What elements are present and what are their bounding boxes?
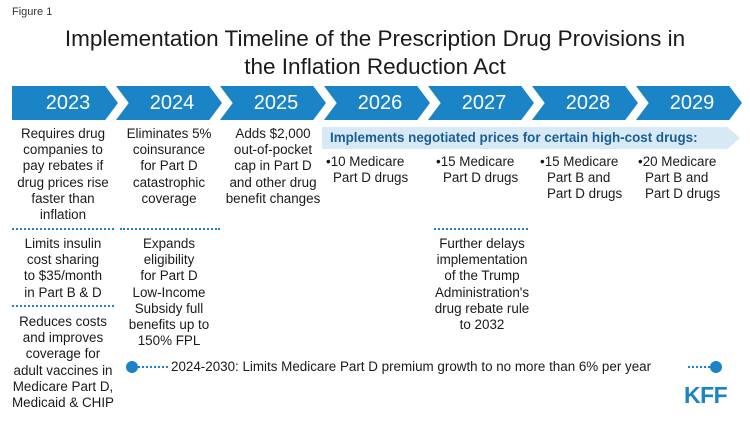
title-line-2: the Inflation Reduction Act (244, 54, 506, 79)
separator-2023-a (12, 228, 114, 230)
premium-growth-text: 2024-2030: Limits Medicare Part D premiu… (171, 359, 652, 374)
provision-2025-cap: Adds $2,000 out-of-pocket cap in Part D … (225, 126, 321, 206)
figure-label: Figure 1 (12, 6, 53, 18)
timeline-line-right (688, 366, 710, 368)
diagram-title: Implementation Timeline of the Prescript… (20, 25, 730, 81)
year-chevron-2028: 2028 (532, 86, 638, 120)
provision-2029-drugs: •20 Medicare Part B and Part D drugs (638, 154, 721, 202)
negotiated-prices-banner-text: Implements negotiated prices for certain… (330, 130, 698, 145)
provision-2023-rebates: Requires drug companies to pay rebates i… (17, 126, 109, 223)
provision-2027-drugs: •15 Medicare Part D drugs (436, 154, 519, 186)
kff-logo: KFF (684, 382, 728, 408)
timeline-start-dot (126, 361, 138, 373)
negotiated-prices-banner (322, 127, 740, 149)
provision-2024-lis: Expands eligibility for Part D Low-Incom… (128, 236, 210, 349)
provision-2027-rebate-rule: Further delays implementation of the Tru… (434, 236, 530, 333)
provision-2023-insulin: Limits insulin cost sharing to $35/month… (23, 236, 103, 300)
provision-2028-drugs: •15 Medicare Part B and Part D drugs (540, 154, 623, 202)
separator-2027 (434, 228, 528, 230)
provision-2024-coinsurance: Eliminates 5% coinsurance for Part D cat… (126, 126, 212, 206)
separator-2023-b (12, 305, 114, 307)
year-chevron-2029: 2029 (636, 86, 742, 120)
year-chevron-2023: 2023 (12, 86, 118, 120)
provision-2023-vaccines: Reduces costs and improves coverage for … (12, 314, 114, 411)
timeline-end-dot (710, 361, 722, 373)
year-chevron-2027: 2027 (428, 86, 534, 120)
timeline-line-left (138, 366, 168, 368)
provision-2026-drugs: •10 Medicare Part D drugs (326, 154, 409, 186)
title-line-1: Implementation Timeline of the Prescript… (64, 26, 686, 51)
separator-2024 (120, 228, 220, 230)
year-chevron-2025: 2025 (220, 86, 326, 120)
year-chevron-2026: 2026 (324, 86, 430, 120)
year-chevron-2024: 2024 (116, 86, 222, 120)
